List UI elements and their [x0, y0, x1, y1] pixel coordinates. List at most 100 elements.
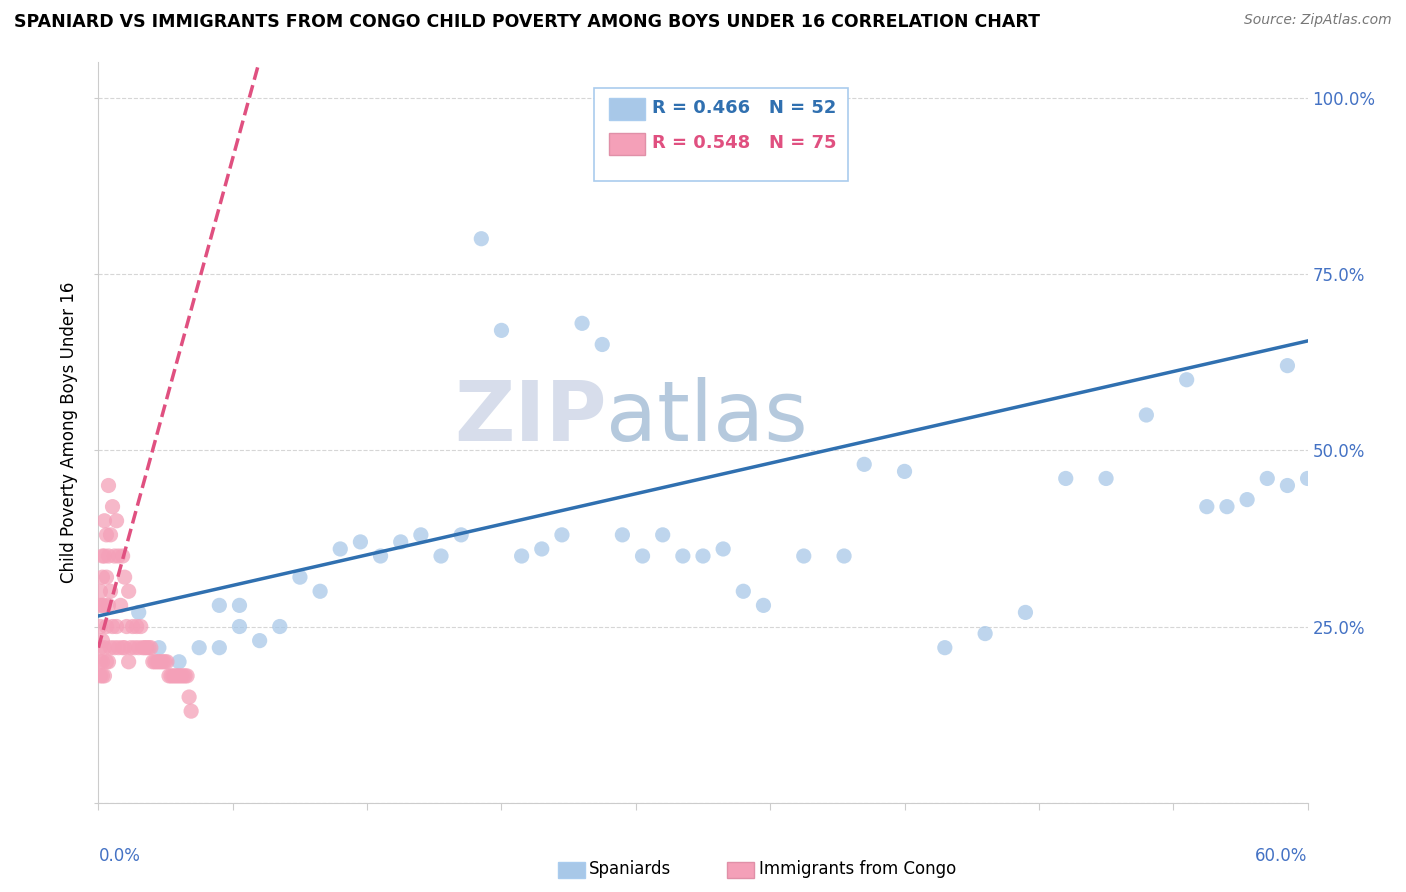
- Point: [208, 599, 231, 613]
- Point: [612, 528, 634, 542]
- Point: [309, 584, 332, 599]
- Point: [97, 549, 120, 563]
- Point: [148, 655, 170, 669]
- Point: [142, 655, 165, 669]
- Point: [89, 640, 111, 655]
- Point: [121, 619, 143, 633]
- Point: [100, 640, 122, 655]
- Point: [530, 541, 553, 556]
- Point: [129, 619, 152, 633]
- Point: [179, 690, 201, 704]
- Point: [1014, 606, 1036, 620]
- Point: [170, 669, 193, 683]
- Point: [105, 514, 128, 528]
- Point: [269, 619, 291, 633]
- Point: [97, 599, 120, 613]
- Point: [188, 640, 211, 655]
- Point: [101, 619, 124, 633]
- Point: [934, 640, 956, 655]
- Point: [120, 640, 142, 655]
- Point: [1277, 478, 1299, 492]
- Point: [893, 464, 915, 478]
- Point: [409, 528, 432, 542]
- Point: [149, 655, 172, 669]
- Point: [551, 528, 574, 542]
- FancyBboxPatch shape: [609, 133, 645, 155]
- Point: [132, 640, 155, 655]
- Text: R = 0.548   N = 75: R = 0.548 N = 75: [652, 134, 837, 153]
- Point: [89, 619, 111, 633]
- Point: [128, 606, 150, 620]
- Point: [430, 549, 453, 563]
- Point: [91, 570, 114, 584]
- Text: Immigrants from Congo: Immigrants from Congo: [759, 861, 956, 879]
- Point: [370, 549, 392, 563]
- Point: [793, 549, 815, 563]
- Point: [134, 640, 156, 655]
- Point: [143, 655, 166, 669]
- Point: [510, 549, 533, 563]
- Point: [96, 528, 118, 542]
- Point: [93, 640, 115, 655]
- Point: [163, 669, 186, 683]
- Point: [114, 640, 136, 655]
- Point: [174, 669, 197, 683]
- Point: [752, 599, 775, 613]
- Point: [100, 584, 122, 599]
- Point: [1054, 471, 1077, 485]
- Point: [1216, 500, 1239, 514]
- Point: [148, 640, 170, 655]
- Point: [329, 541, 352, 556]
- Point: [107, 640, 129, 655]
- Point: [672, 549, 695, 563]
- Point: [162, 669, 184, 683]
- Point: [228, 599, 250, 613]
- Point: [96, 619, 118, 633]
- Point: [91, 599, 114, 613]
- Point: [97, 655, 120, 669]
- Point: [89, 655, 111, 669]
- Point: [93, 549, 115, 563]
- Point: [118, 655, 141, 669]
- Point: [166, 669, 188, 683]
- Point: [491, 323, 513, 337]
- Point: [111, 549, 134, 563]
- Point: [93, 514, 115, 528]
- Point: [89, 599, 111, 613]
- Point: [114, 570, 136, 584]
- Point: [180, 704, 202, 718]
- Point: [110, 599, 132, 613]
- Point: [389, 535, 412, 549]
- Point: [1296, 471, 1319, 485]
- Point: [651, 528, 673, 542]
- Point: [96, 655, 118, 669]
- Point: [91, 655, 114, 669]
- Point: [249, 633, 271, 648]
- Point: [1095, 471, 1118, 485]
- Point: [470, 232, 492, 246]
- Point: [1256, 471, 1278, 485]
- Point: [208, 640, 231, 655]
- Point: [135, 640, 157, 655]
- Point: [692, 549, 714, 563]
- Point: [152, 655, 174, 669]
- Point: [160, 669, 183, 683]
- Point: [176, 669, 198, 683]
- Point: [228, 619, 250, 633]
- Text: SPANIARD VS IMMIGRANTS FROM CONGO CHILD POVERTY AMONG BOYS UNDER 16 CORRELATION : SPANIARD VS IMMIGRANTS FROM CONGO CHILD …: [14, 13, 1040, 31]
- FancyBboxPatch shape: [609, 98, 645, 120]
- Point: [105, 619, 128, 633]
- Point: [156, 655, 179, 669]
- Point: [1236, 492, 1258, 507]
- Point: [111, 640, 134, 655]
- FancyBboxPatch shape: [727, 862, 754, 879]
- Point: [1195, 500, 1218, 514]
- Point: [733, 584, 755, 599]
- Point: [91, 549, 114, 563]
- Point: [91, 669, 114, 683]
- Point: [91, 633, 114, 648]
- Point: [832, 549, 855, 563]
- Point: [974, 626, 997, 640]
- Text: R = 0.466   N = 52: R = 0.466 N = 52: [652, 99, 837, 118]
- Point: [101, 500, 124, 514]
